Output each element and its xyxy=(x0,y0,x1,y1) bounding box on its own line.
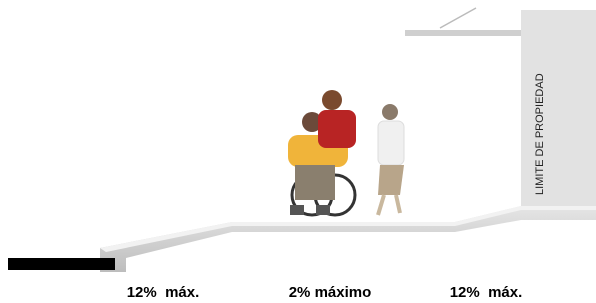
street-curb xyxy=(8,258,115,270)
pedestrian xyxy=(378,104,404,215)
diagram: LIMITE DE PROPIEDAD 12% máx. 2% máximo 1… xyxy=(0,0,596,303)
caregiver xyxy=(318,90,356,148)
ramp-profile xyxy=(100,206,596,272)
slope-label: 12% máx. xyxy=(450,284,523,301)
property-label: LIMITE DE PROPIEDAD xyxy=(534,73,546,195)
property-wall xyxy=(521,10,596,220)
slope-label: 2% máximo xyxy=(289,284,372,301)
upper-line xyxy=(440,8,476,28)
upper-ledge xyxy=(405,30,521,36)
slope-label: 12% máx. xyxy=(127,284,200,301)
